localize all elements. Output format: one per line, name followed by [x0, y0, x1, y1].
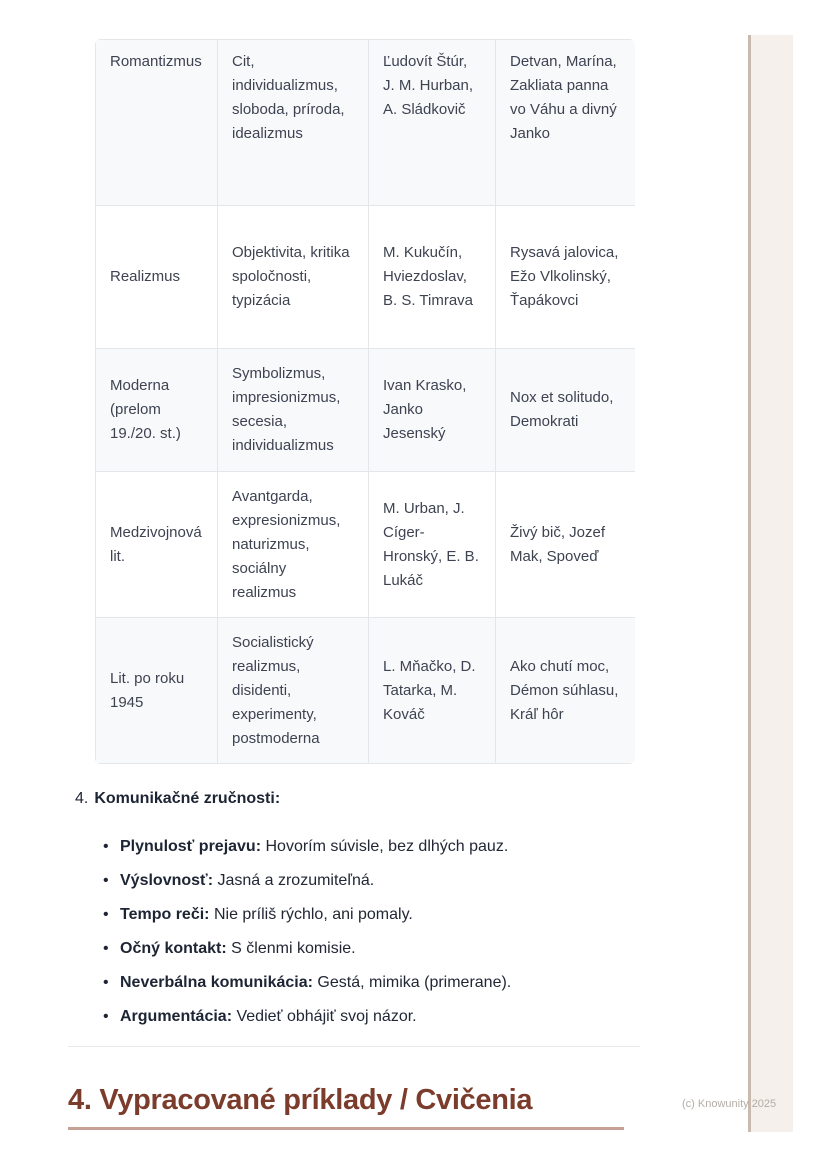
- cell-features: Socialistický realizmus, disidenti, expe…: [217, 617, 369, 764]
- bullet-icon: •: [103, 872, 109, 889]
- list-item: • Argumentácia: Vedieť obhájiť svoj názor…: [103, 1005, 640, 1029]
- item-label: Argumentácia:: [120, 1008, 233, 1025]
- item-text: S členmi komisie.: [231, 940, 356, 957]
- table-row: Moderna (prelom 19./20. st.) Symbolizmus…: [95, 348, 635, 472]
- watermark: (c) Knowunity 2025: [682, 1098, 777, 1110]
- table-row: Medzivojnová lit. Avantgarda, expresioni…: [95, 471, 635, 618]
- cell-period: Moderna (prelom 19./20. st.): [95, 348, 218, 472]
- cell-period: Lit. po roku 1945: [95, 617, 218, 764]
- item-label: Tempo reči:: [120, 906, 210, 923]
- bullet-icon: •: [103, 906, 109, 923]
- cell-authors: Ivan Krasko, Janko Jesenský: [368, 348, 496, 472]
- item-label: Výslovnosť:: [120, 872, 214, 889]
- communication-skills-section: 4. Komunikačné zručnosti: • Plynulosť prej…: [68, 787, 640, 1039]
- cell-authors: L. Mňačko, D. Tatarka, M. Kováč: [368, 617, 496, 764]
- cell-features: Objektivita, kritika spoločnosti, typizá…: [217, 205, 369, 349]
- heading-underline: [68, 1127, 624, 1130]
- item-label: Očný kontakt:: [120, 940, 227, 957]
- item-label: Neverbálna komunikácia:: [120, 974, 313, 991]
- cell-works: Rysavá jalovica, Ežo Vlkolinský, Ťapákov…: [495, 205, 635, 349]
- table-row: Realizmus Objektivita, kritika spoločnos…: [95, 205, 635, 349]
- item-text: Nie príliš rýchlo, ani pomaly.: [213, 906, 413, 923]
- section-number: 4.: [75, 790, 89, 807]
- table-row: Lit. po roku 1945 Socialistický realizmu…: [95, 617, 635, 764]
- item-text: Vedieť obhájiť svoj názor.: [236, 1008, 417, 1025]
- cell-authors: M. Urban, J. Cíger-Hronský, E. B. Lukáč: [368, 471, 496, 618]
- cell-authors: Ľudovít Štúr, J. M. Hurban, A. Sládkovič: [368, 39, 496, 206]
- item-text: Jasná a zrozumiteľná.: [217, 872, 375, 889]
- cell-works: Ako chutí moc, Démon súhlasu, Kráľ hôr: [495, 617, 635, 764]
- page-edge-stripe: [748, 35, 793, 1132]
- list-item: • Očný kontakt: S členmi komisie.: [103, 937, 640, 961]
- cell-period: Romantizmus: [95, 39, 218, 206]
- skills-list: • Plynulosť prejavu: Hovorím súvisle, bez…: [68, 835, 640, 1029]
- item-text: Gestá, mimika (primerane).: [317, 974, 512, 991]
- list-item: • Výslovnosť: Jasná a zrozumiteľná.: [103, 869, 640, 893]
- cell-works: Živý bič, Jozef Mak, Spoveď: [495, 471, 635, 618]
- list-item: • Plynulosť prejavu: Hovorím súvisle, bez…: [103, 835, 640, 859]
- cell-features: Symbolizmus, impresionizmus, secesia, in…: [217, 348, 369, 472]
- item-text: Hovorím súvisle, bez dlhých pauz.: [265, 838, 509, 855]
- section-divider: [68, 1046, 640, 1047]
- section-title: Komunikačné zručnosti:: [94, 790, 281, 807]
- bullet-icon: •: [103, 974, 109, 991]
- bullet-icon: •: [103, 940, 109, 957]
- cell-works: Detvan, Marína, Zakliata panna vo Váhu a…: [495, 39, 635, 206]
- bullet-icon: •: [103, 1008, 109, 1025]
- cell-period: Medzivojnová lit.: [95, 471, 218, 618]
- section-header: 4. Komunikačné zručnosti:: [68, 787, 640, 811]
- cell-features: Cit, individualizmus, sloboda, príroda, …: [217, 39, 369, 206]
- literature-periods-table: Romantizmus Cit, individualizmus, slobod…: [95, 39, 635, 764]
- cell-authors: M. Kukučín, Hviezdoslav, B. S. Timrava: [368, 205, 496, 349]
- page-title: 4. Vypracované príklady / Cvičenia: [68, 1084, 533, 1116]
- table-row: Romantizmus Cit, individualizmus, slobod…: [95, 39, 635, 206]
- bullet-icon: •: [103, 838, 109, 855]
- cell-works: Nox et solitudo, Demokrati: [495, 348, 635, 472]
- cell-period: Realizmus: [95, 205, 218, 349]
- item-label: Plynulosť prejavu:: [120, 838, 262, 855]
- list-item: • Neverbálna komunikácia: Gestá, mimika (…: [103, 971, 640, 995]
- cell-features: Avantgarda, expresionizmus, naturizmus, …: [217, 471, 369, 618]
- list-item: • Tempo reči: Nie príliš rýchlo, ani poma…: [103, 903, 640, 927]
